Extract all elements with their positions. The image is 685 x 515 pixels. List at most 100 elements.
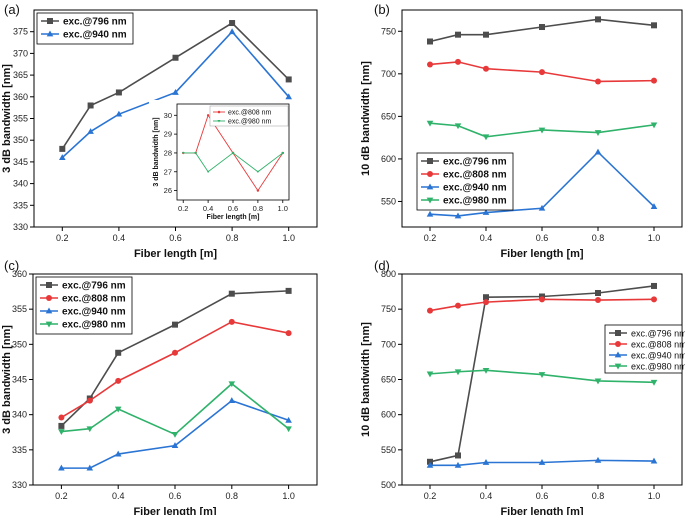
inset-legend-box [209,105,289,127]
data-point [58,414,65,421]
x-axis-label: Fiber length [m] [500,248,583,260]
inset-data-point [256,189,260,192]
data-point [285,416,292,423]
panel-b: 0.2 0.4 0.6 0.8 1.0 550 600 650 700 750 Fiber leng… [360,2,683,260]
data-point [59,154,66,160]
series-line [429,369,655,384]
data-point [594,378,602,385]
data-point [285,287,292,294]
data-point [114,450,122,457]
series-line [60,320,289,419]
legend-item: exc.@808 nm [609,340,685,350]
x-tick-label: 1.0 [648,491,661,501]
legend-label: exc.@796 nm [631,329,685,339]
x-tick-label: 0.2 [424,491,437,501]
inset-legend-marker [217,110,221,114]
plot-frame [401,273,683,486]
x-tick-label: 0.8 [592,491,605,501]
inset-y-tick-label: 27 [164,167,172,176]
data-point [115,110,123,117]
legend-label: exc.@796 nm [443,157,507,168]
y-tick-label: 350 [13,135,28,145]
x-tick-label: 0.6 [536,491,549,501]
data-point [595,78,601,85]
inset-data-point [194,151,197,155]
data-point [171,442,179,449]
legend-label: exc.@980 nm [443,196,507,207]
series-line [429,61,655,83]
inset-data-point [231,151,235,155]
panel-d: 0.2 0.4 0.6 0.8 1.0 500 550 600 650 700 750 800 Fibe… [360,258,685,515]
inset-data-point [206,114,210,117]
data-point [651,77,657,84]
legend-marker [615,330,621,336]
x-tick-label: 0.8 [592,233,605,243]
series-line [61,382,290,436]
x-tick-label: 0.2 [55,491,68,501]
x-tick-label: 0.6 [169,491,182,501]
legend-marker [427,171,433,177]
legend-label: exc.@808 nm [443,170,507,181]
data-point [58,422,65,429]
legend-marker [614,363,622,370]
legend-marker [615,341,621,347]
data-point [427,458,433,465]
inset-y-tick-label: 30 [164,111,172,120]
legend-label: exc.@808 nm [62,294,126,305]
y-tick-label: 750 [381,26,396,36]
y-tick-label: 330 [12,480,27,490]
legend-marker [614,351,622,358]
data-point [285,330,292,337]
inset-series-line [183,152,284,173]
legend-item: exc.@980 nm [609,362,685,372]
panel-label: (c) [4,258,19,273]
data-point [172,349,178,356]
y-tick-label: 335 [12,445,27,455]
panel-a: 0.2 0.4 0.6 0.8 1.03303353403453503553603653… [1,2,318,260]
y-tick-label: 360 [13,92,28,102]
data-point [595,16,601,23]
x-axis-label: Fiber length [m] [134,248,217,260]
legend-marker [45,321,53,328]
legend-item: exc.@940 nm [40,307,126,318]
legend-item: exc.@796 nm [40,281,126,292]
legend-item: exc.@796 nm [41,17,127,28]
data-point [86,464,94,471]
y-tick-label: 750 [381,304,396,314]
y-tick-label: 800 [381,269,396,279]
y-tick-label: 700 [381,69,396,79]
data-point [86,426,94,433]
inset-x-tick-label: 0.2 [178,204,188,213]
y-tick-label: 330 [13,222,28,232]
legend-item: exc.@808 nm [421,170,507,181]
panel-label: (a) [4,2,20,17]
inset-series-980 [181,151,285,174]
y-axis-label: 3 dB bandwidth [nm] [1,64,13,173]
legend: exc.@796 nm exc.@808 nm exc.@940 nm exc.@98… [416,152,514,211]
series-line [429,285,655,463]
series-980 [426,367,658,386]
legend-marker [426,197,434,204]
legend: exc.@796 nm exc.@940 nm [36,12,134,45]
series-line [61,399,289,469]
legend-item: exc.@940 nm [421,183,507,194]
data-point [426,371,434,378]
data-point [483,299,489,306]
series-line [429,18,655,43]
y-axis-label: 10 dB bandwidth [nm] [360,61,372,176]
series-line [61,30,290,159]
panel-label: (b) [374,2,390,17]
panel-c: 0.2 0.4 0.6 0.8 1.0 330 335 340 345 350 355 360 Fibe… [1,258,318,515]
legend-marker [46,30,54,37]
series-line [429,298,655,312]
data-point [538,204,546,211]
data-point [427,307,433,314]
series-980 [58,381,292,438]
data-point [538,127,546,134]
data-point [454,123,462,130]
x-tick-label: 0.4 [113,233,126,243]
data-point [538,372,546,379]
data-point [426,461,434,468]
